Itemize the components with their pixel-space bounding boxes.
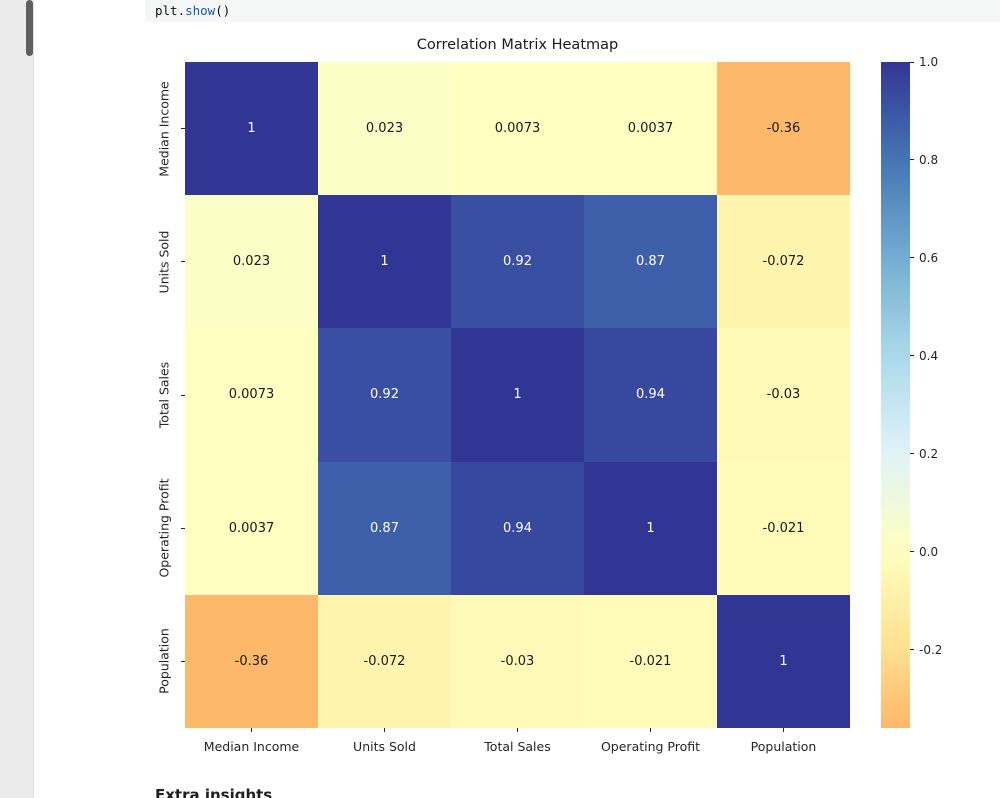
heatmap-cell-units-sold-median-income: 0.023 [185, 195, 318, 329]
colorbar-tick [910, 453, 914, 455]
colorbar-tick-label: 0.8 [919, 152, 939, 167]
colorbar-tick [910, 649, 914, 651]
heatmap-cell-total-sales-units-sold: 0.92 [318, 328, 451, 462]
y-axis-tick [181, 527, 185, 529]
y-axis-label-operating-profit: Operating Profit [156, 478, 172, 578]
heatmap-cell-operating-profit-operating-profit: 1 [584, 461, 717, 595]
x-axis-tick [650, 728, 651, 732]
heatmap-cell-units-sold-total-sales: 0.92 [451, 195, 584, 329]
y-axis-label-population: Population [156, 628, 172, 695]
heatmap-cell-median-income-total-sales: 0.0073 [451, 62, 584, 196]
heatmap-cell-median-income-operating-profit: 0.0037 [584, 62, 717, 196]
colorbar-tick [910, 61, 914, 63]
heatmap-cell-units-sold-population: -0.072 [717, 195, 850, 329]
heatmap-cell-median-income-median-income: 1 [185, 62, 318, 196]
code-token-function: show [185, 3, 216, 18]
x-axis-label-total-sales: Total Sales [484, 739, 551, 754]
heatmap-cell-operating-profit-total-sales: 0.94 [451, 461, 584, 595]
colorbar-tick [910, 257, 914, 259]
colorbar-gradient [881, 62, 910, 728]
colorbar-tick-label: 0.6 [919, 250, 939, 265]
y-axis-tick [181, 394, 185, 396]
y-axis-label-median-income: Median Income [156, 80, 172, 177]
notebook-left-gutter [0, 0, 34, 798]
x-axis-label-median-income: Median Income [203, 739, 300, 754]
heatmap-cell-population-median-income: -0.36 [185, 594, 318, 728]
code-cell-input[interactable]: plt.show() [145, 0, 1000, 22]
chart-title: Correlation Matrix Heatmap [416, 37, 619, 53]
heatmap-cell-population-units-sold: -0.072 [318, 594, 451, 728]
clipped-section-heading: Extra insights [155, 786, 273, 798]
heatmap-cell-units-sold-units-sold: 1 [318, 195, 451, 329]
heatmap-cell-population-operating-profit: -0.021 [584, 594, 717, 728]
heatmap-cell-total-sales-population: -0.03 [717, 328, 850, 462]
y-axis-tick [181, 660, 185, 662]
colorbar-tick [910, 355, 914, 357]
heatmap-grid: 1 0.023 0.0073 0.0037 -0.36 0.023 1 0.92 0.87 -0.… [185, 62, 850, 728]
colorbar-tick-label: 0.4 [919, 348, 939, 363]
colorbar-tick-label: 1.0 [919, 55, 939, 69]
heatmap-cell-units-sold-operating-profit: 0.87 [584, 195, 717, 329]
y-axis-tick [181, 128, 185, 130]
y-axis-label-units-sold: Units Sold [156, 230, 172, 294]
heatmap-cell-median-income-population: -0.36 [717, 62, 850, 196]
x-axis-label-units-sold: Units Sold [353, 739, 416, 754]
y-axis-label-total-sales: Total Sales [156, 361, 172, 429]
x-axis-label-operating-profit: Operating Profit [600, 739, 701, 754]
x-axis-tick [251, 728, 252, 732]
colorbar-tick [910, 551, 914, 553]
code-token-plain: plt. [155, 3, 186, 18]
heatmap-cell-total-sales-median-income: 0.0073 [185, 328, 318, 462]
x-axis-tick [384, 728, 385, 732]
colorbar-tick-label: 0.2 [919, 446, 939, 461]
y-axis-tick [181, 261, 185, 263]
heatmap-cell-operating-profit-units-sold: 0.87 [318, 461, 451, 595]
heatmap-cell-median-income-units-sold: 0.023 [318, 62, 451, 196]
heatmap-cell-operating-profit-median-income: 0.0037 [185, 461, 318, 595]
colorbar-tick [910, 159, 914, 161]
code-token-plain: () [215, 3, 231, 18]
heatmap-cell-population-total-sales: -0.03 [451, 594, 584, 728]
heatmap-cell-population-population: 1 [717, 594, 850, 728]
heatmap-cell-total-sales-total-sales: 1 [451, 328, 584, 462]
heatmap-cell-operating-profit-population: -0.021 [717, 461, 850, 595]
x-axis-tick [783, 728, 784, 732]
scrollbar-thumb[interactable] [26, 0, 33, 56]
x-axis-tick [517, 728, 518, 732]
colorbar-tick-label: -0.2 [919, 642, 943, 657]
colorbar-tick-label: 0.0 [919, 544, 939, 559]
heatmap-cell-total-sales-operating-profit: 0.94 [584, 328, 717, 462]
x-axis-label-population: Population [750, 739, 817, 754]
